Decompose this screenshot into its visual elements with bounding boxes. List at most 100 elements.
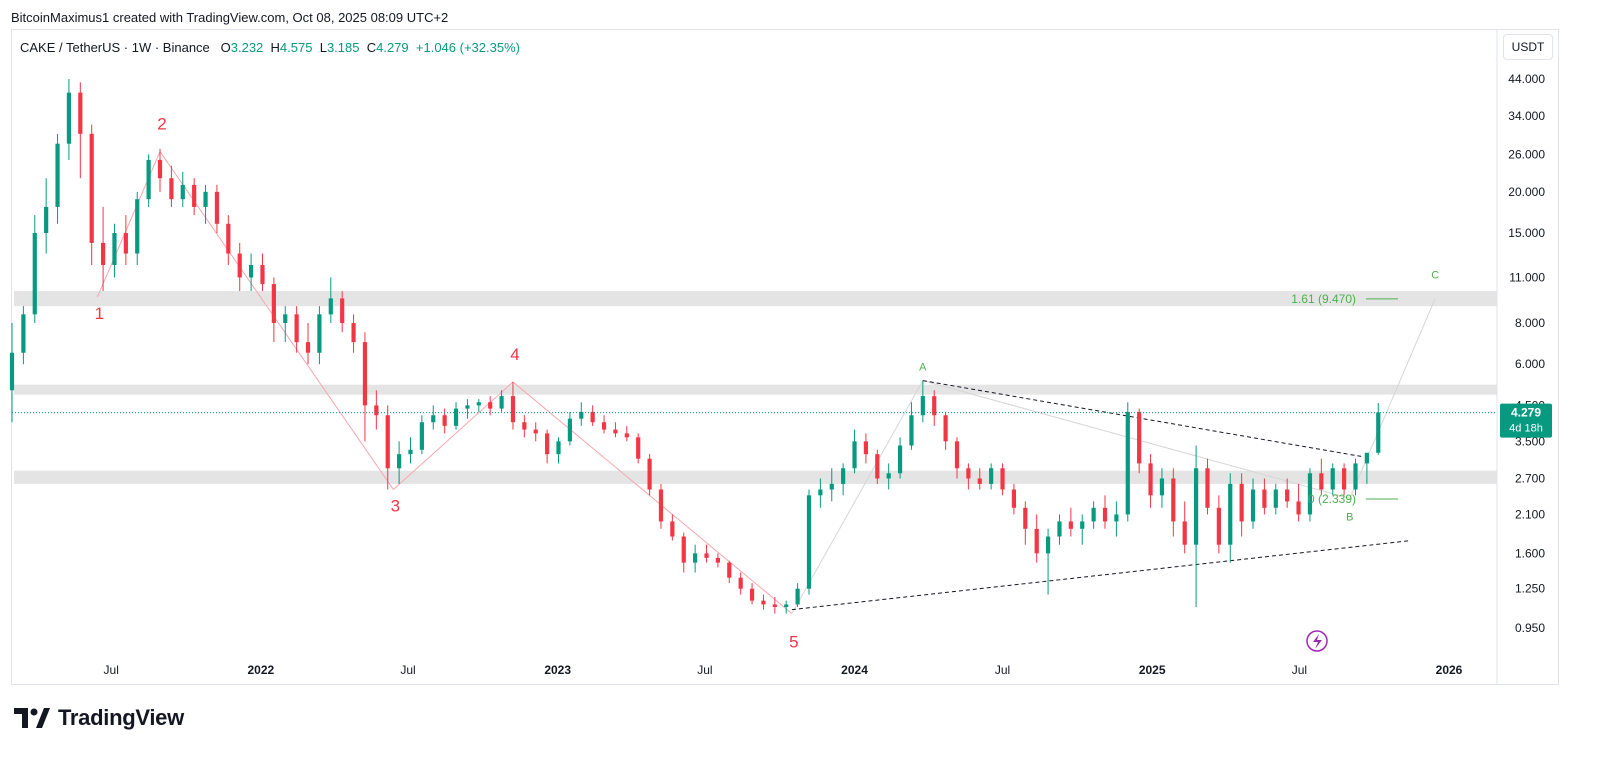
candle-body — [897, 445, 903, 474]
footer-brand-text: TradingView — [58, 705, 184, 730]
support-resistance-zone — [14, 291, 1497, 307]
candle-body — [966, 468, 971, 479]
candle-body — [681, 536, 686, 563]
candle-body — [1228, 483, 1233, 545]
symbol-pair[interactable]: CAKE / TetherUS · 1W · Binance — [20, 40, 210, 55]
candle-body — [283, 314, 288, 324]
candle-body — [1034, 528, 1039, 554]
x-tick-label: 2026 — [1436, 663, 1463, 677]
candle-body — [157, 159, 163, 179]
candle-body — [112, 233, 117, 265]
candle-body — [397, 454, 402, 469]
candle-body — [1296, 501, 1301, 515]
candle-body — [658, 489, 664, 522]
candle-body — [1011, 489, 1017, 508]
chart-panel[interactable] — [11, 29, 1559, 685]
candle-body — [1216, 507, 1221, 545]
fibonacci-level-label: 1.61 (9.470) — [1291, 292, 1356, 306]
candle-body — [294, 314, 299, 343]
candle-body — [1114, 514, 1119, 522]
candle-body — [123, 233, 128, 254]
support-resistance-zone — [14, 384, 1497, 395]
candle-body — [567, 418, 572, 442]
elliott-wave-label: 4 — [510, 345, 519, 364]
candle-body — [180, 184, 185, 200]
candle-body — [636, 437, 641, 459]
candle-body — [1319, 473, 1324, 490]
candle-body — [715, 557, 721, 563]
y-tick-label: 2.100 — [1515, 507, 1545, 521]
candle-body — [761, 600, 766, 605]
y-tick-label: 44.000 — [1508, 72, 1545, 86]
low-value: 3.185 — [326, 40, 360, 55]
candle-body — [545, 433, 550, 455]
x-tick-label: Jul — [697, 663, 712, 677]
candle-body — [374, 405, 379, 416]
triangle-trendline — [791, 540, 1411, 611]
last-price-label: 4.279 — [1511, 406, 1541, 420]
y-tick-label: 6.000 — [1515, 357, 1545, 371]
elliott-wave-path — [96, 150, 793, 615]
tradingview-logo-icon — [14, 708, 50, 728]
abc-wave-label: C — [1431, 269, 1439, 281]
candle-body — [476, 402, 481, 406]
candle-body — [693, 553, 698, 563]
candle-body — [271, 284, 276, 324]
candle-body — [442, 415, 447, 426]
high-label: H — [270, 40, 280, 55]
candle-body — [1171, 478, 1176, 522]
candle-body — [1000, 468, 1005, 490]
x-tick-label: Jul — [104, 663, 119, 677]
attribution-text: BitcoinMaximus1 created with TradingView… — [11, 10, 449, 25]
lightning-bolt-icon — [1313, 634, 1322, 649]
candle-body — [601, 422, 607, 430]
candle-body — [499, 396, 504, 409]
candle-body — [795, 588, 800, 605]
attribution-bar: BitcoinMaximus1 created with TradingView… — [0, 0, 1600, 34]
candle-body — [556, 441, 561, 455]
candle-body — [1285, 489, 1290, 502]
candle-body — [749, 588, 755, 601]
elliott-wave-label: 3 — [391, 497, 400, 516]
y-tick-label: 15.000 — [1508, 226, 1545, 240]
candle-body — [738, 577, 743, 589]
candle-body — [806, 495, 812, 589]
candle-body — [863, 441, 869, 455]
x-tick-label: 2024 — [841, 663, 868, 677]
candle-body — [590, 411, 595, 423]
candle-body — [1057, 521, 1062, 537]
candle-body — [1307, 473, 1313, 515]
candle-body — [169, 178, 174, 200]
candle-body — [647, 458, 652, 490]
candle-body — [1182, 521, 1187, 545]
elliott-wave-label: 2 — [157, 115, 166, 134]
candle-body — [21, 314, 26, 353]
candle-body — [305, 342, 311, 353]
candle-body — [1080, 521, 1085, 529]
candle-body — [1262, 489, 1267, 508]
candle-body — [317, 314, 322, 353]
candle-body — [9, 352, 15, 391]
currency-unit-button[interactable]: USDT — [1503, 34, 1553, 60]
open-value: 3.232 — [230, 40, 264, 55]
candle-body — [920, 396, 925, 416]
abc-wave-label: A — [919, 362, 927, 374]
candle-body — [431, 415, 436, 423]
x-tick-label: Jul — [400, 663, 415, 677]
candle-body — [977, 478, 982, 484]
candle-body — [328, 298, 333, 315]
candle-body — [829, 483, 834, 490]
candle-body — [624, 433, 629, 438]
last-price-tag — [1500, 403, 1552, 438]
candle-body — [1376, 412, 1381, 453]
candle-body — [146, 159, 151, 200]
candle-body — [533, 429, 538, 434]
candle-body — [203, 191, 208, 207]
candle-body — [1250, 489, 1256, 522]
candle-body — [1023, 507, 1028, 529]
candle-body — [488, 402, 493, 409]
y-tick-label: 34.000 — [1508, 109, 1545, 123]
candle-body — [465, 405, 470, 409]
candle-body — [1342, 468, 1347, 490]
